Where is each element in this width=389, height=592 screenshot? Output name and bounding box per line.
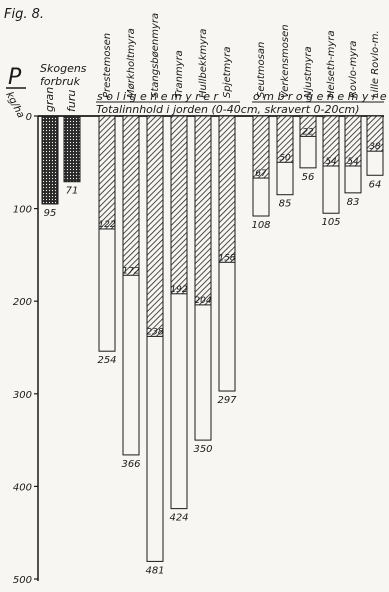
mire-topsoil-bar: [276, 115, 294, 163]
forest-bar-value: 71: [66, 186, 79, 197]
forest-header-line1: Skogens: [40, 62, 87, 75]
mire-topsoil-bar: [122, 115, 140, 276]
group-label-ombrogene: o m b r o g e n e m y r e r: [253, 90, 389, 103]
mire-topsoil-bar: [252, 115, 270, 179]
mire-name-label: Helseth-myra: [326, 30, 337, 98]
mire-topsoil-bar: [299, 115, 317, 137]
mire-topsoil-value: 67: [255, 169, 267, 179]
forest-bar-value: 95: [44, 208, 57, 219]
mire-name-label: Rovlo-myra: [348, 41, 359, 98]
mire-name-label: Hullbekkmyra: [198, 29, 209, 98]
forest-header-line2: forbruk: [40, 75, 81, 88]
mire-name-label: Stangsbøenmyra: [150, 13, 161, 98]
mire-total-value: 105: [321, 217, 340, 228]
mire-topsoil-value: 238: [146, 327, 163, 337]
mire-topsoil-value: 122: [98, 220, 115, 230]
mire-topsoil-bar: [218, 115, 236, 263]
forest-series-label: furu: [65, 90, 78, 112]
mire-total-value: 254: [97, 355, 116, 366]
y-axis-title: P: [8, 65, 22, 90]
mire-topsoil-value: 38: [369, 142, 381, 152]
mire-name-label: Mørkholtmyra: [126, 28, 137, 98]
mire-topsoil-value: 204: [194, 296, 211, 306]
mire-topsoil-value: 172: [122, 266, 139, 276]
y-axis-unit: kg/ha: [3, 90, 26, 120]
y-tick-label: 300: [13, 390, 32, 401]
mire-topsoil-bar: [146, 115, 164, 337]
mire-name-label: Prestemosen: [102, 33, 113, 98]
mire-name-label: Tranmyra: [174, 50, 185, 98]
y-tick-label: 0: [26, 112, 32, 123]
mire-topsoil-bar: [170, 115, 188, 295]
mire-total-value: 366: [121, 459, 140, 470]
mire-topsoil-bar: [322, 115, 340, 167]
y-tick-label: 500: [13, 575, 32, 586]
group-label-soligene: s o l i g e n e m y r e r: [97, 90, 220, 103]
mire-topsoil-bar: [98, 115, 116, 230]
mire-total-value: 64: [369, 179, 382, 190]
mire-topsoil-value: 22: [302, 127, 314, 137]
mire-name-label: Spjetmyra: [222, 47, 233, 98]
mire-topsoil-bar: [344, 115, 362, 167]
totals-caption: Totalinnhold i jorden (0-40cm, skravert …: [96, 103, 360, 116]
mire-topsoil-value: 192: [170, 285, 187, 295]
mire-bars: Prestemosen 122 254 Mørkholtmyra 172 366 Stang…: [97, 13, 384, 576]
mire-name-label: Njustmyra: [303, 46, 314, 98]
mire-topsoil-value: 54: [347, 157, 359, 167]
y-tick-label: 100: [13, 205, 32, 216]
mire-topsoil-bar: [194, 115, 212, 306]
forest-bars: gran 95 furu 71: [41, 87, 81, 219]
mire-total-value: 56: [302, 172, 315, 183]
figure-label: Fig. 8.: [4, 7, 44, 22]
mire-total-value: 350: [193, 444, 212, 455]
mire-total-value: 83: [347, 197, 360, 208]
mire-total-value: 85: [279, 199, 292, 210]
mire-name-label: Lille Rovlo-m.: [370, 30, 381, 98]
mire-total-value: 108: [251, 220, 270, 231]
forest-bar: [41, 115, 59, 205]
mire-topsoil-value: 50: [279, 153, 291, 163]
mire-topsoil-value: 54: [325, 157, 337, 167]
mire-topsoil-value: 158: [218, 253, 235, 263]
forest-bar: [63, 115, 81, 183]
forest-series-label: gran: [43, 87, 56, 112]
y-tick-label: 400: [13, 482, 32, 493]
y-tick-label: 200: [13, 297, 32, 308]
mire-name-label: Verkensmosen: [280, 24, 291, 98]
mire-total-value: 297: [217, 395, 237, 406]
mire-total-value: 424: [169, 513, 188, 524]
mire-topsoil-bar: [366, 115, 384, 152]
mire-total-value: 481: [145, 565, 164, 576]
mire-name-label: Seutmosan: [256, 42, 267, 98]
